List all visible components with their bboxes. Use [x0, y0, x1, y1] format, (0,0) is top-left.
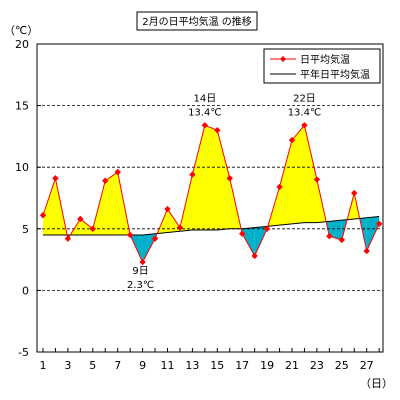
difference-fill [142, 233, 156, 263]
difference-fill [204, 125, 218, 231]
data-point [77, 215, 84, 223]
difference-fill [366, 216, 380, 251]
y-tick-label: 20 [15, 38, 29, 51]
data-point [338, 236, 345, 244]
data-point [276, 183, 283, 191]
data-point [239, 230, 246, 237]
x-tick-label: 1 [40, 359, 47, 372]
annotations: 14日 13.4℃ 22日 13.4℃ 9日 2.3℃ [127, 93, 321, 291]
data-point [114, 168, 121, 176]
daily-series-line [42, 124, 380, 264]
y-tick-label: 0 [22, 284, 29, 297]
normal-temperature-line [43, 215, 380, 236]
data-point [89, 225, 96, 232]
difference-fill [217, 130, 230, 231]
data-point [102, 177, 109, 184]
data-point [288, 136, 296, 144]
data-point [64, 235, 72, 242]
normal-series-line [43, 215, 380, 236]
y-axis-ticks: -5 0 5 10 15 20 [15, 38, 41, 359]
data-point [375, 220, 383, 228]
x-axis-label: （日） [360, 377, 393, 390]
data-point [176, 224, 184, 231]
x-tick-label: 21 [285, 359, 299, 372]
difference-fill [105, 172, 118, 235]
y-axis-label: （℃） [4, 24, 38, 37]
annotation-value: 2.3℃ [127, 280, 154, 291]
data-point [326, 232, 333, 240]
chart-title: 2月の日平均気温 の推移 [136, 11, 258, 31]
difference-fills [43, 125, 380, 263]
data-point [351, 189, 358, 197]
x-tick-label: 17 [235, 359, 249, 372]
y-tick-label: 10 [15, 161, 29, 174]
x-tick-label: 27 [360, 359, 374, 372]
data-point [189, 171, 196, 178]
x-tick-label: 5 [89, 359, 96, 372]
x-tick-label: 15 [210, 359, 224, 372]
data-point [164, 205, 171, 213]
annotation-day: 22日 [293, 93, 316, 104]
data-point [363, 247, 370, 255]
difference-fill [304, 125, 317, 223]
annotation-value: 13.4℃ [188, 107, 222, 118]
y-tick-label: -5 [18, 346, 29, 359]
legend-label-daily: 日平均気温 [300, 53, 350, 66]
difference-fill [292, 125, 305, 224]
chart-title-text: 2月の日平均気温 の推移 [142, 15, 252, 28]
difference-fill [242, 227, 255, 256]
difference-fill [80, 218, 93, 235]
difference-fill [279, 140, 292, 226]
x-tick-label: 7 [114, 359, 121, 372]
daily-temperature-markers [39, 122, 383, 266]
x-tick-label: 23 [310, 359, 324, 372]
data-point [126, 231, 134, 239]
difference-fill [192, 125, 205, 231]
y-tick-label: 5 [22, 223, 29, 236]
difference-fill [43, 178, 56, 235]
y-tick-label: 15 [15, 100, 29, 113]
data-point [214, 127, 221, 134]
difference-fill [167, 209, 180, 233]
difference-fill [329, 220, 342, 240]
annotation-day: 9日 [132, 266, 148, 277]
data-point [313, 176, 321, 183]
x-axis-ticks: 1 3 5 7 9 11 13 15 17 19 21 23 25 27 [40, 348, 380, 372]
x-tick-label: 3 [64, 359, 71, 372]
legend-marker-daily [280, 56, 286, 62]
data-point [139, 258, 146, 266]
annotation-day: 14日 [193, 93, 216, 104]
data-point [301, 122, 308, 129]
x-tick-label: 19 [260, 359, 274, 372]
data-point [226, 175, 233, 182]
data-point [251, 252, 258, 260]
data-point [201, 122, 209, 129]
data-point [151, 235, 159, 242]
data-point [263, 225, 271, 232]
data-point [39, 212, 47, 219]
legend-label-normal: 平年日平均気温 [300, 68, 370, 81]
x-tick-label: 9 [139, 359, 146, 372]
plot-frame [36, 43, 384, 353]
data-point [52, 175, 59, 182]
x-tick-label: 25 [335, 359, 349, 372]
legend: 日平均気温 平年日平均気温 [263, 48, 381, 84]
annotation-value: 13.4℃ [288, 107, 322, 118]
x-tick-label: 11 [161, 359, 175, 372]
x-tick-label: 13 [185, 359, 199, 372]
daily-temperature-line [42, 124, 380, 264]
